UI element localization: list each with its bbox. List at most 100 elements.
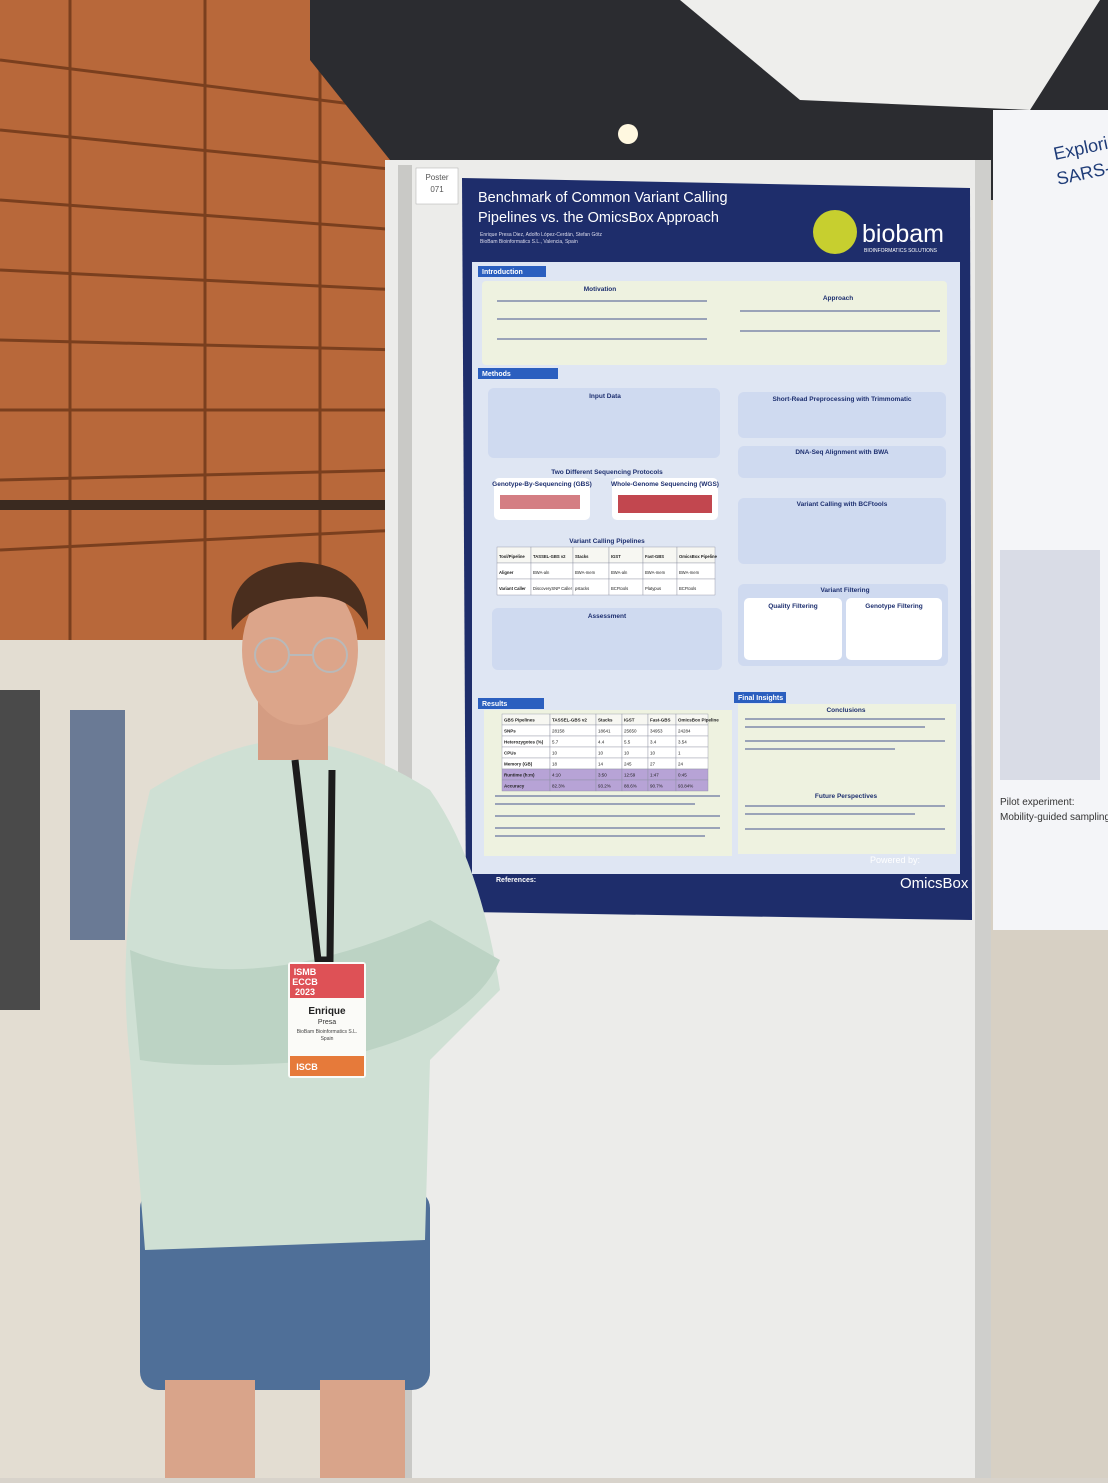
subheading: Quality Filtering xyxy=(768,603,818,610)
poster-affiliation: BioBam Bioinformatics S.L., Valencia, Sp… xyxy=(480,239,578,245)
table-cell-text: BCFtools xyxy=(611,586,628,591)
table-cell-text: 90.7% xyxy=(650,783,663,788)
badge-country: Spain xyxy=(321,1036,334,1042)
table-cell-text: 1:47 xyxy=(650,772,659,777)
table-cell-text: 88.6% xyxy=(624,783,637,788)
leg xyxy=(165,1380,255,1478)
table-cell-text: BWA-mem xyxy=(575,570,596,575)
table-cell-text: 3.4 xyxy=(650,739,657,744)
poster-title: Benchmark of Common Variant Calling xyxy=(478,190,728,206)
omicsbox-logo: OmicsBox xyxy=(900,875,969,892)
ceiling-panel xyxy=(680,0,1100,110)
table-cell-text: IGST xyxy=(611,554,621,559)
method-box xyxy=(738,446,946,478)
table-cell-text: 28158 xyxy=(552,728,565,733)
table-cell-text: Runtime (h:m) xyxy=(504,772,535,777)
table-cell-text: Accuracy xyxy=(504,783,525,788)
section-bar xyxy=(478,698,544,709)
pipelines-table: Tool/Pipeline TASSEL-GBS v2 Stacks IGST Fast… xyxy=(496,546,718,596)
table-cell-text: 24 xyxy=(678,761,684,766)
method-box xyxy=(738,498,946,564)
table-cell-text: 24284 xyxy=(678,728,691,733)
subheading: Variant Filtering xyxy=(820,587,869,594)
subheading: Whole-Genome Sequencing (WGS) xyxy=(611,481,719,488)
side-poster-section-sub: Mobility-guided sampling xyxy=(1000,812,1108,823)
leg xyxy=(320,1380,405,1478)
badge-banner xyxy=(290,964,364,998)
intro-box xyxy=(482,281,947,365)
table-cell-text: BWA-aln xyxy=(611,570,628,575)
badge-society: ISCB xyxy=(296,1062,318,1072)
body-text-lines xyxy=(495,300,945,837)
table-cell-text: TASSEL-GBS v2 xyxy=(533,554,566,559)
wood-slats xyxy=(0,0,401,640)
wall-beam xyxy=(0,500,400,510)
subheading: Conclusions xyxy=(826,707,865,714)
section-bar xyxy=(478,266,546,277)
reads-graphic xyxy=(618,495,712,513)
table-cell-text: 12:59 xyxy=(624,772,636,777)
table-cell xyxy=(675,746,709,759)
table-cell-text: OmicsBox Pipeline xyxy=(679,554,718,559)
section-heading: Methods xyxy=(482,371,511,378)
table-cell-text: 18 xyxy=(552,761,558,766)
subheading: Genotype-By-Sequencing (GBS) xyxy=(492,481,592,488)
references-heading: References: xyxy=(496,877,536,884)
table-cell-text: 10 xyxy=(552,750,558,755)
table-cell-text: TASSEL-GBS v2 xyxy=(552,717,587,722)
reads-graphic xyxy=(500,495,580,509)
table-cell-text: GBS Pipelines xyxy=(504,717,535,722)
table-cell-text: Heterozygotes (%) xyxy=(504,739,544,744)
poster-number-label xyxy=(415,167,459,205)
table-cell-text: 3:50 xyxy=(598,772,607,777)
subheading: Two Different Sequencing Protocols xyxy=(551,469,663,476)
table-cell-text: Variant Caller xyxy=(499,586,526,591)
badge-last-name: Presa xyxy=(318,1019,336,1026)
table-cell-text: 4:10 xyxy=(552,772,561,777)
filter-box xyxy=(744,598,842,660)
results-table: GBS Pipelines TASSEL-GBS v2 Stacks IGST Fast… xyxy=(501,713,719,792)
table-cell-text: Stacks xyxy=(575,554,589,559)
table-cell-text: OmicsBox Pipeline xyxy=(678,717,719,722)
table-cell-text: pstacks xyxy=(575,586,589,591)
table-cell-text: 14 xyxy=(598,761,604,766)
badge-footer xyxy=(290,1056,364,1076)
table-cell-text: BWA-mem xyxy=(645,570,666,575)
subheading: Variant Calling with BCFtools xyxy=(797,501,888,508)
hair xyxy=(231,562,369,630)
glasses xyxy=(254,637,348,673)
section-heading: Final Insights xyxy=(738,695,783,702)
table-cell-text: 25650 xyxy=(624,728,637,733)
subheading: Input Data xyxy=(589,393,621,400)
table-cell xyxy=(676,578,716,596)
background-person xyxy=(70,710,125,940)
section-heading: Results xyxy=(482,701,507,708)
method-box xyxy=(738,392,946,438)
table-cell-text: DiscoverySNP Caller v2 xyxy=(533,586,578,591)
table-cell-text: 18641 xyxy=(598,728,611,733)
section-bar xyxy=(734,692,786,703)
table-cell-text: Stacks xyxy=(598,717,613,722)
biobam-logo-sub: BIOINFORMATICS SOLUTIONS xyxy=(864,248,938,254)
biobam-logo: biobam xyxy=(862,220,944,248)
background-person xyxy=(0,690,40,1010)
table-cell-text: Fast-GBS xyxy=(645,554,664,559)
badge-event: 2023 xyxy=(295,987,315,997)
face xyxy=(242,575,358,725)
table-cell-text: 27 xyxy=(650,761,656,766)
biobam-logo-mark xyxy=(813,210,857,254)
table-cell-text: 5.5 xyxy=(624,739,631,744)
table-cell-text: 1 xyxy=(678,750,681,755)
section-heading: Introduction xyxy=(482,269,523,276)
subheading: Future Perspectives xyxy=(815,793,878,800)
badge-event: ECCB xyxy=(292,977,318,987)
table-cell-text: 245 xyxy=(624,761,632,766)
subheading: Variant Calling Pipelines xyxy=(569,538,645,545)
subheading: Assessment xyxy=(588,613,627,620)
powered-by: Powered by: xyxy=(870,855,920,865)
table-cell-text: Memory (GB) xyxy=(504,761,533,766)
poster-authors: Enrique Presa Diez, Adolfo López-Cerdán,… xyxy=(480,232,603,238)
badge-org: BioBam Bioinformatics S.L. xyxy=(297,1029,358,1035)
table-cell-text: IGST xyxy=(624,717,635,722)
